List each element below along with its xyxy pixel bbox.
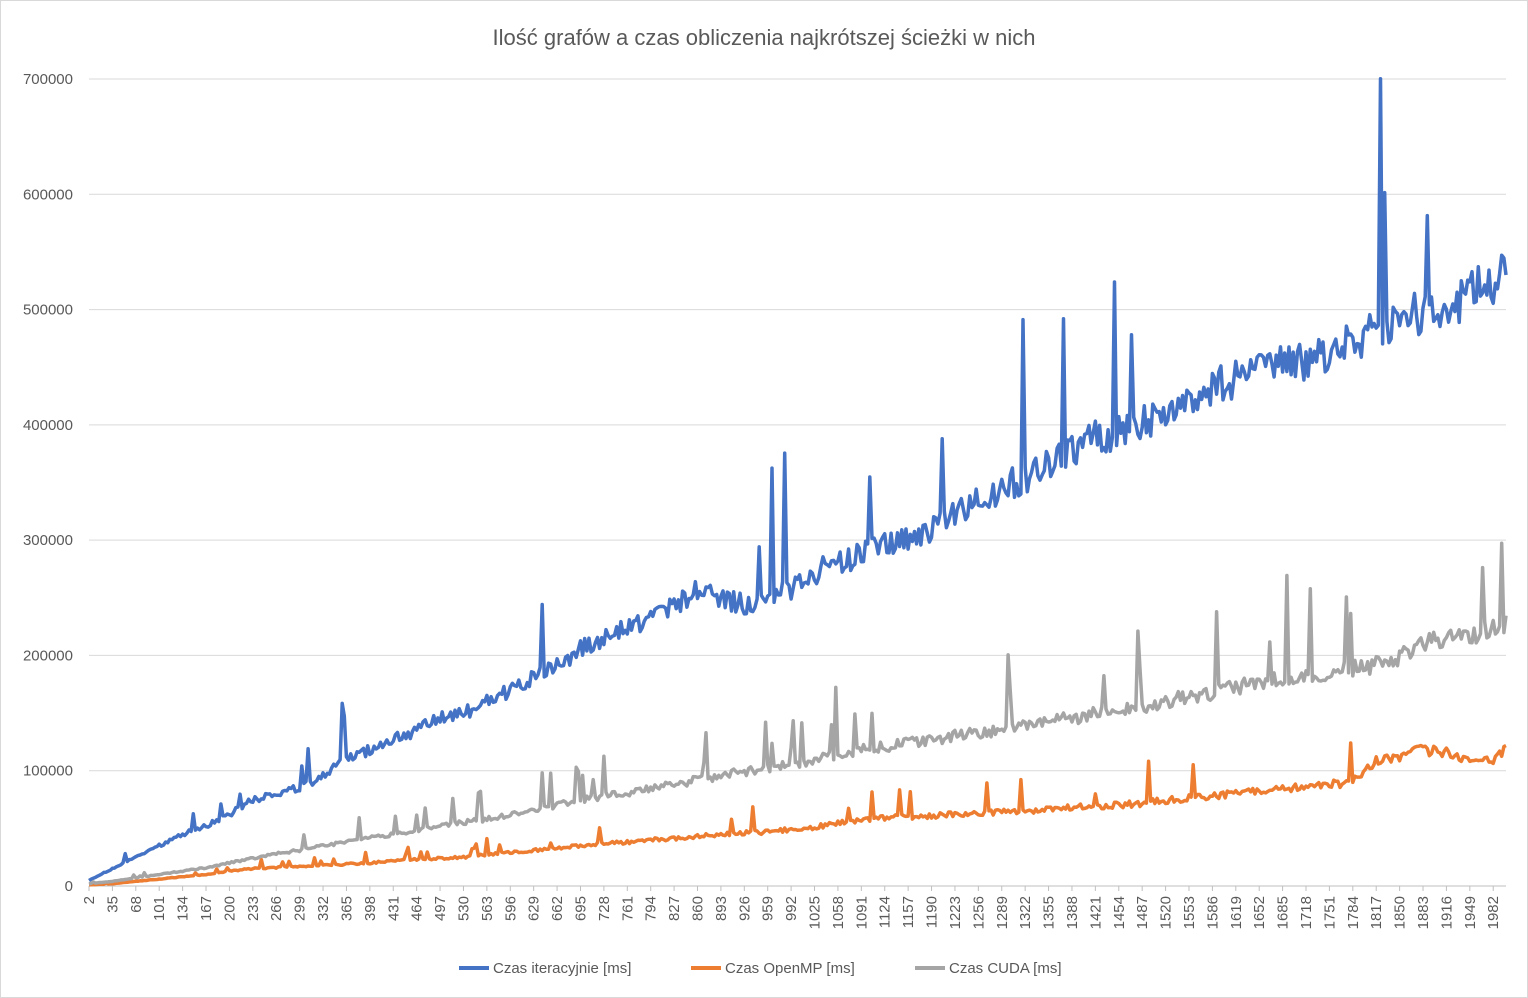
x-tick-label: 101 <box>151 896 168 921</box>
x-tick-label: 992 <box>783 896 800 921</box>
chart-title: Ilość grafów a czas obliczenia najkrótsz… <box>493 25 1036 50</box>
x-tick-label: 728 <box>596 896 613 921</box>
x-tick-label: 1949 <box>1462 896 1479 929</box>
legend-label: Czas OpenMP [ms] <box>725 960 855 977</box>
x-tick-label: 1817 <box>1368 896 1385 929</box>
x-tick-label: 1355 <box>1041 896 1058 929</box>
x-axis: 2 35 68 101 134 167 200 233 266 299 332 365 398 431 46… <box>81 886 1502 929</box>
x-tick-label: 1487 <box>1134 896 1151 929</box>
x-tick-label: 1685 <box>1275 896 1292 929</box>
legend-label: Czas iteracyjnie [ms] <box>493 960 631 977</box>
y-tick-label: 500000 <box>23 302 73 319</box>
x-tick-label: 1553 <box>1181 896 1198 929</box>
x-tick-label: 1916 <box>1438 896 1455 929</box>
x-tick-label: 860 <box>690 896 707 921</box>
x-tick-label: 794 <box>643 896 660 921</box>
x-tick-label: 497 <box>432 896 449 921</box>
y-tick-label: 400000 <box>23 417 73 434</box>
x-tick-label: 563 <box>479 896 496 921</box>
y-tick-label: 100000 <box>23 763 73 780</box>
x-tick-label: 1289 <box>994 896 1011 929</box>
y-tick-label: 700000 <box>23 71 73 88</box>
legend-label: Czas CUDA [ms] <box>949 960 1062 977</box>
y-tick-label: 600000 <box>23 186 73 203</box>
x-tick-label: 1091 <box>853 896 870 929</box>
x-tick-label: 1256 <box>970 896 987 929</box>
x-tick-label: 893 <box>713 896 730 921</box>
x-tick-label: 431 <box>385 896 402 921</box>
x-tick-label: 299 <box>292 896 309 921</box>
gridlines <box>89 78 1506 887</box>
y-axis: 0 100000 200000 300000 400000 500000 600000 700… <box>23 71 73 895</box>
x-tick-label: 266 <box>268 896 285 921</box>
x-tick-label: 68 <box>128 896 145 913</box>
series-line-2 <box>88 741 1507 887</box>
x-tick-label: 365 <box>338 896 355 921</box>
x-tick-label: 167 <box>198 896 215 921</box>
x-tick-label: 1454 <box>1111 896 1128 929</box>
x-tick-label: 1652 <box>1251 896 1268 929</box>
x-tick-label: 1619 <box>1228 896 1245 929</box>
x-tick-label: 827 <box>666 896 683 921</box>
x-tick-label: 1883 <box>1415 896 1432 929</box>
x-tick-label: 530 <box>455 896 472 921</box>
x-tick-label: 662 <box>549 896 566 921</box>
y-tick-label: 200000 <box>23 647 73 664</box>
x-tick-label: 398 <box>362 896 379 921</box>
series-lines <box>88 76 1508 887</box>
x-tick-label: 1520 <box>1158 896 1175 929</box>
x-tick-label: 1751 <box>1321 896 1338 929</box>
x-tick-label: 464 <box>409 896 426 921</box>
x-tick-label: 233 <box>245 896 262 921</box>
x-tick-label: 1025 <box>807 896 824 929</box>
x-tick-label: 761 <box>619 896 636 921</box>
x-tick-label: 959 <box>760 896 777 921</box>
x-tick-label: 1058 <box>830 896 847 929</box>
x-tick-label: 1421 <box>1087 896 1104 929</box>
x-tick-label: 629 <box>526 896 543 921</box>
x-tick-label: 1223 <box>947 896 964 929</box>
x-tick-label: 596 <box>502 896 519 921</box>
x-tick-label: 1322 <box>1017 896 1034 929</box>
x-tick-label: 332 <box>315 896 332 921</box>
x-tick-label: 1157 <box>900 896 917 928</box>
x-tick-label: 200 <box>221 896 238 921</box>
x-tick-label: 1586 <box>1204 896 1221 929</box>
x-tick-label: 1850 <box>1392 896 1409 929</box>
x-tick-label: 1718 <box>1298 896 1315 929</box>
x-tick-label: 1982 <box>1485 896 1502 929</box>
series-line-1 <box>88 76 1508 882</box>
x-tick-label: 695 <box>572 896 589 921</box>
legend: Czas iteracyjnie [ms] Czas OpenMP [ms] Cza… <box>459 960 1062 977</box>
y-tick-label: 0 <box>65 878 73 895</box>
x-tick-label: 1388 <box>1064 896 1081 929</box>
x-tick-label: 1190 <box>924 896 941 928</box>
x-tick-label: 1784 <box>1345 896 1362 929</box>
series-line-3 <box>88 541 1508 886</box>
y-tick-label: 300000 <box>23 532 73 549</box>
x-tick-label: 2 <box>81 896 98 904</box>
x-tick-label: 1124 <box>877 896 894 928</box>
x-tick-label: 926 <box>736 896 753 921</box>
x-tick-label: 134 <box>175 896 192 921</box>
x-tick-label: 35 <box>104 896 121 913</box>
